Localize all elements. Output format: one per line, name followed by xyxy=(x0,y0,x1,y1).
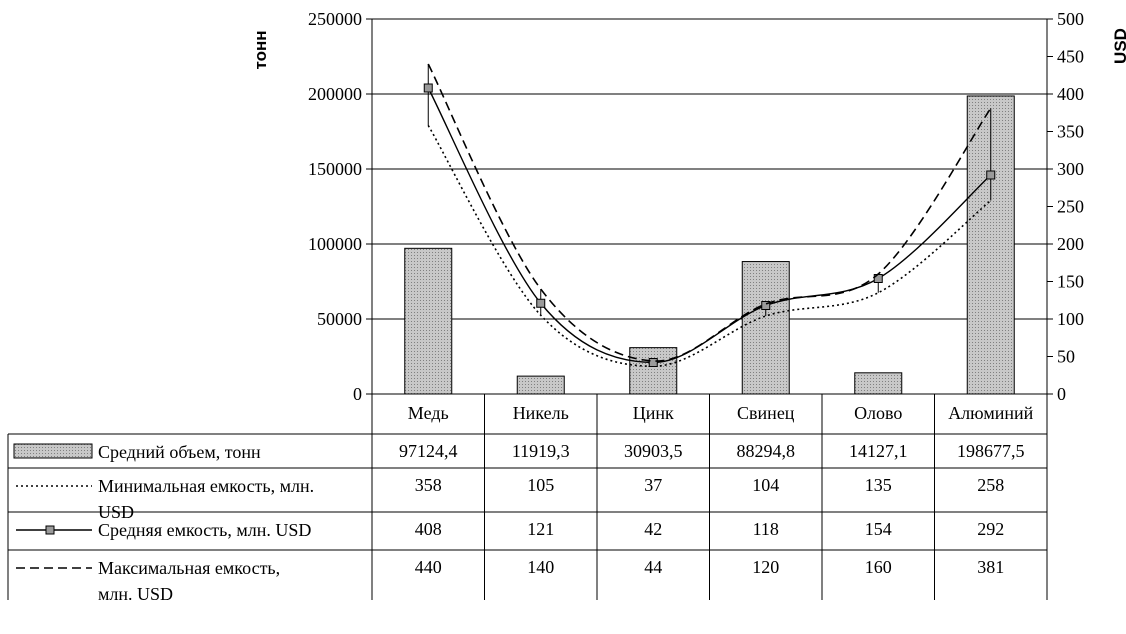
point-marker xyxy=(986,170,996,180)
table-value: 44 xyxy=(644,557,662,577)
legend-key xyxy=(13,443,93,459)
row-label: Максимальная емкость, xyxy=(98,558,280,578)
bar xyxy=(404,247,453,395)
bar xyxy=(741,261,790,395)
axes: 0 50000 100000 150000 200000 250000 0 50 100 150 2… xyxy=(308,9,1084,404)
plot-frame xyxy=(371,18,1048,395)
category-label: Цинк xyxy=(633,403,674,423)
table-value: 14127,1 xyxy=(849,441,908,461)
left-tick-label: 150000 xyxy=(308,159,362,179)
table-value: 440 xyxy=(415,557,442,577)
row-label: USD xyxy=(98,502,134,522)
table-value: 408 xyxy=(415,519,442,539)
table-value: 258 xyxy=(977,475,1004,495)
row-label: Минимальная емкость, млн. xyxy=(98,476,314,496)
category-label: Никель xyxy=(513,403,569,423)
right-tick-label: 450 xyxy=(1057,47,1084,67)
table-value: 88294,8 xyxy=(737,441,796,461)
table-value: 292 xyxy=(977,519,1004,539)
table-value: 154 xyxy=(865,519,892,539)
table-value: 118 xyxy=(753,519,779,539)
right-tick-label: 100 xyxy=(1057,309,1084,329)
series-line xyxy=(427,125,992,368)
left-tick-label: 100000 xyxy=(308,234,362,254)
series-line xyxy=(427,87,992,364)
legend-marker xyxy=(45,525,55,535)
table-value: 135 xyxy=(865,475,892,495)
table-value: 37 xyxy=(644,475,662,495)
left-tick-label: 250000 xyxy=(308,9,362,29)
data-table: Медь Никель Цинк Свинец Олово Алюминий Средний… xyxy=(7,393,1048,604)
point-marker xyxy=(648,358,658,367)
category-label: Свинец xyxy=(737,403,795,423)
left-tick-label: 0 xyxy=(353,384,362,404)
gridlines xyxy=(372,18,1047,320)
bar-series xyxy=(404,95,1015,395)
point-marker xyxy=(536,298,546,308)
table-value: 11919,3 xyxy=(512,441,570,461)
category-label: Олово xyxy=(854,403,902,423)
row-label: Средняя емкость, млн. USD xyxy=(98,520,311,540)
right-tick-label: 0 xyxy=(1057,384,1066,404)
table-value: 105 xyxy=(527,475,554,495)
category-label: Медь xyxy=(408,403,449,423)
right-tick-label: 500 xyxy=(1057,9,1084,29)
table-value: 160 xyxy=(865,557,892,577)
category-label: Алюминий xyxy=(948,403,1033,423)
right-tick-label: 150 xyxy=(1057,272,1084,292)
table-value: 121 xyxy=(527,519,554,539)
table-value: 97124,4 xyxy=(399,441,458,461)
left-tick-label: 50000 xyxy=(317,309,362,329)
row-label: Средний объем, тонн xyxy=(98,442,261,462)
series-line xyxy=(427,63,992,362)
left-axis-label: тонн xyxy=(251,30,270,70)
bar xyxy=(854,372,903,395)
right-tick-label: 400 xyxy=(1057,84,1084,104)
point-marker xyxy=(761,301,771,310)
table-value: 120 xyxy=(752,557,779,577)
table-value: 358 xyxy=(415,475,442,495)
table-value: 104 xyxy=(752,475,779,495)
right-tick-label: 300 xyxy=(1057,159,1084,179)
table-value: 381 xyxy=(977,557,1004,577)
line-series xyxy=(423,63,996,368)
bar xyxy=(629,347,678,395)
right-axis-label: USD xyxy=(1111,28,1126,64)
table-value: 42 xyxy=(644,519,662,539)
right-tick-label: 250 xyxy=(1057,197,1084,217)
bar xyxy=(516,375,565,395)
table-value: 30903,5 xyxy=(624,441,683,461)
row-label: млн. USD xyxy=(98,584,173,604)
point-marker xyxy=(423,83,433,93)
left-tick-label: 200000 xyxy=(308,84,362,104)
right-tick-label: 200 xyxy=(1057,234,1084,254)
table-value: 198677,5 xyxy=(957,441,1025,461)
table-value: 140 xyxy=(527,557,554,577)
right-tick-label: 350 xyxy=(1057,122,1084,142)
right-tick-label: 50 xyxy=(1057,347,1075,367)
